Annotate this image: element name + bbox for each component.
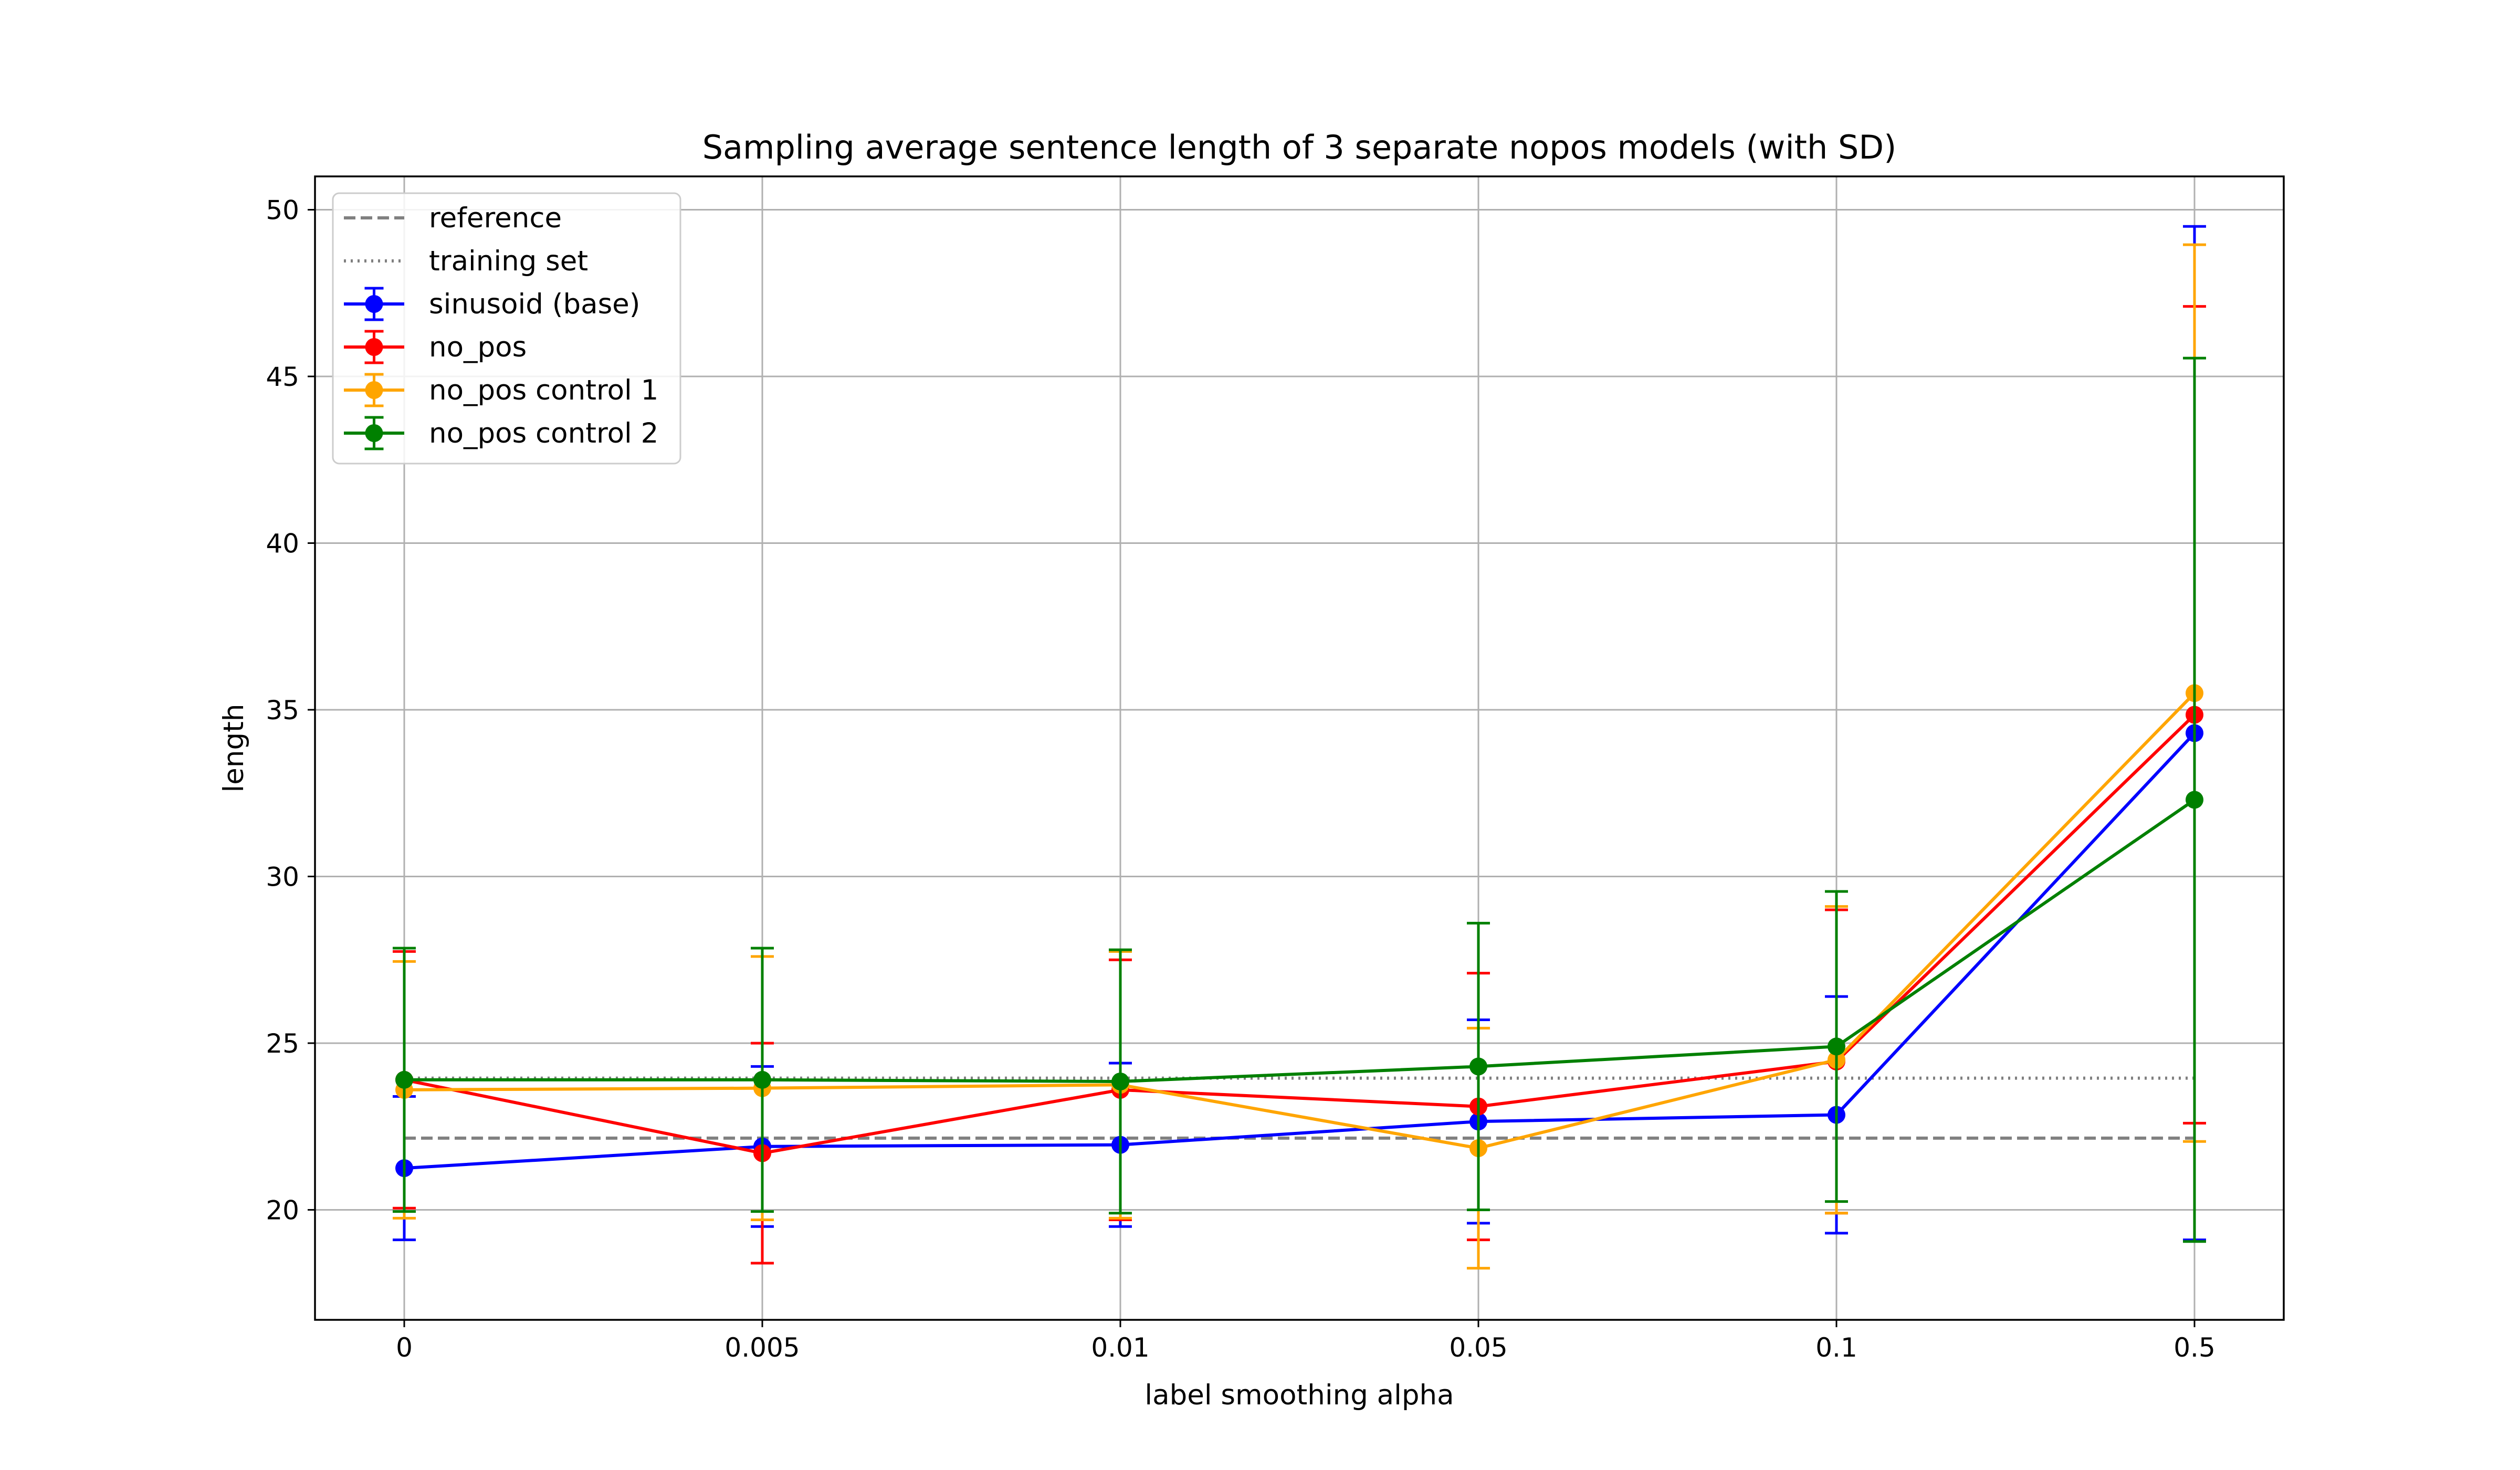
legend-label: sinusoid (base)	[429, 288, 640, 320]
ticks: 0 0.005 0.01 0.05 0.1 0.5 20 25 30 35 40 45 50	[266, 195, 2215, 1363]
series-layer	[393, 225, 2206, 1270]
data-point	[1111, 1072, 1129, 1090]
y-axis-label: length	[218, 704, 250, 793]
legend-box	[332, 192, 681, 465]
x-tick-label: 0.1	[1815, 1332, 1857, 1363]
data-point	[395, 1070, 413, 1089]
y-tick-label: 35	[266, 695, 299, 726]
legend-marker	[365, 295, 383, 313]
reference-lines	[404, 1076, 2194, 1140]
y-tick-label: 30	[266, 862, 299, 892]
chart-title: Sampling average sentence length of 3 se…	[702, 128, 1897, 166]
series-line	[404, 732, 2196, 1170]
legend-marker	[365, 424, 383, 442]
x-tick-label: 0.05	[1449, 1332, 1507, 1363]
x-tick-label: 0.01	[1091, 1332, 1149, 1363]
y-tick-label: 50	[266, 195, 299, 225]
x-tick-label: 0	[396, 1332, 413, 1363]
legend-label: reference	[429, 202, 562, 234]
grid	[315, 176, 2284, 1320]
legend-label: no_pos	[429, 331, 527, 363]
legend: reference training set sinusoid (base) no_p…	[332, 192, 681, 465]
data-point	[753, 1070, 771, 1089]
data-point	[1828, 1037, 1845, 1056]
data-point	[1469, 1057, 1487, 1076]
legend-label: no_pos control 2	[429, 417, 658, 449]
data-point	[2186, 791, 2203, 809]
legend-marker	[365, 381, 383, 399]
plot-frame	[314, 175, 2285, 1321]
y-tick-label: 40	[266, 528, 299, 559]
y-tick-label: 45	[266, 362, 299, 392]
series-3	[393, 356, 2206, 1243]
y-tick-label: 20	[266, 1195, 299, 1225]
x-axis-label: label smoothing alpha	[1144, 1379, 1454, 1411]
legend-label: no_pos control 1	[429, 374, 658, 406]
x-tick-label: 0.005	[724, 1332, 800, 1363]
series-line	[404, 692, 2196, 1150]
y-tick-label: 25	[266, 1028, 299, 1059]
x-tick-label: 0.5	[2174, 1332, 2216, 1363]
legend-label: training set	[429, 245, 588, 277]
legend-marker	[365, 338, 383, 356]
series-line	[404, 798, 2196, 1083]
